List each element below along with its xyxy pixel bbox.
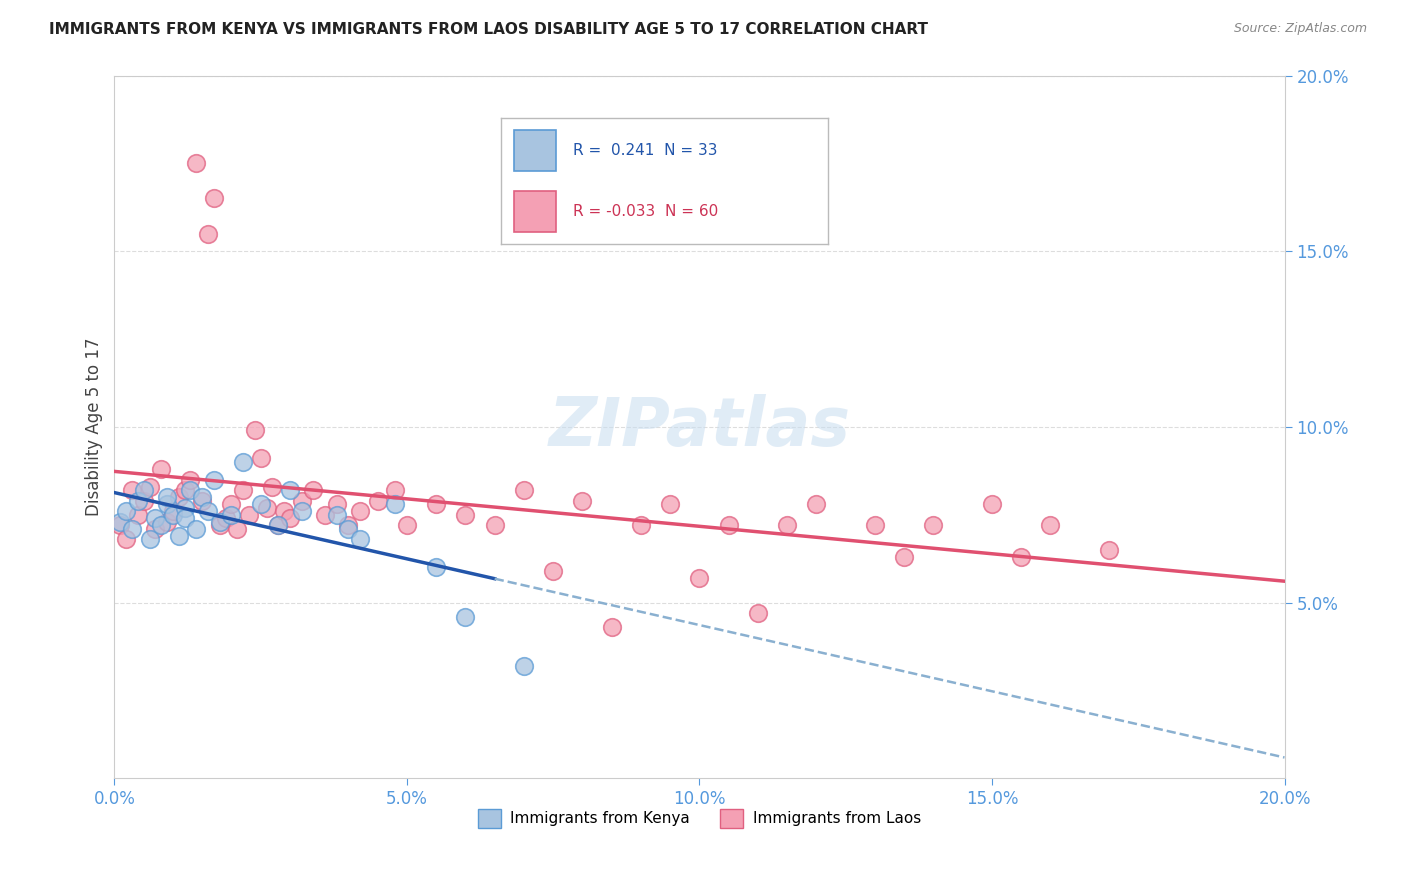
Point xyxy=(186,522,208,536)
Point xyxy=(221,497,243,511)
Point xyxy=(630,518,652,533)
Point xyxy=(337,522,360,536)
Point xyxy=(127,508,149,522)
Point xyxy=(156,515,179,529)
Point xyxy=(454,609,477,624)
Point xyxy=(384,497,406,511)
Point xyxy=(425,497,447,511)
Point xyxy=(191,493,214,508)
Point xyxy=(110,518,132,533)
Point xyxy=(600,620,623,634)
Point xyxy=(127,493,149,508)
Point xyxy=(115,504,138,518)
Point xyxy=(173,511,195,525)
Point xyxy=(121,522,143,536)
Point xyxy=(337,518,360,533)
Point xyxy=(208,515,231,529)
Point xyxy=(238,508,260,522)
Point xyxy=(349,533,371,547)
Point xyxy=(214,511,236,525)
Point xyxy=(138,480,160,494)
Point xyxy=(150,462,173,476)
Point xyxy=(145,511,167,525)
Point xyxy=(232,455,254,469)
Text: IMMIGRANTS FROM KENYA VS IMMIGRANTS FROM LAOS DISABILITY AGE 5 TO 17 CORRELATION: IMMIGRANTS FROM KENYA VS IMMIGRANTS FROM… xyxy=(49,22,928,37)
Point xyxy=(349,504,371,518)
Point xyxy=(513,658,536,673)
Point xyxy=(267,518,290,533)
Point xyxy=(384,483,406,497)
Point xyxy=(150,518,173,533)
Point xyxy=(267,518,290,533)
Point xyxy=(776,518,799,533)
Point xyxy=(571,493,593,508)
Text: Source: ZipAtlas.com: Source: ZipAtlas.com xyxy=(1233,22,1367,36)
Point xyxy=(893,549,915,564)
Point xyxy=(173,500,195,515)
Point xyxy=(132,483,155,497)
Point xyxy=(314,508,336,522)
Point xyxy=(291,493,314,508)
Point xyxy=(179,483,201,497)
Point xyxy=(167,490,190,504)
Point xyxy=(202,473,225,487)
Point xyxy=(454,508,477,522)
Point xyxy=(395,518,418,533)
Point xyxy=(121,483,143,497)
Point xyxy=(167,529,190,543)
Point xyxy=(367,493,389,508)
Point xyxy=(197,504,219,518)
Point xyxy=(145,522,167,536)
Point xyxy=(1039,518,1062,533)
Point xyxy=(688,571,710,585)
Point xyxy=(202,192,225,206)
Point xyxy=(249,497,271,511)
Point xyxy=(162,504,184,518)
Point xyxy=(191,490,214,504)
Point xyxy=(197,227,219,241)
Legend: Immigrants from Kenya, Immigrants from Laos: Immigrants from Kenya, Immigrants from L… xyxy=(472,803,927,834)
Point xyxy=(806,497,828,511)
Point xyxy=(863,518,886,533)
Point xyxy=(278,483,301,497)
Point xyxy=(659,497,682,511)
Point xyxy=(273,504,295,518)
Point xyxy=(132,493,155,508)
Point xyxy=(249,451,271,466)
Text: ZIPatlas: ZIPatlas xyxy=(548,394,851,460)
Point xyxy=(173,483,195,497)
Point xyxy=(291,504,314,518)
Point xyxy=(325,508,347,522)
Point xyxy=(226,522,249,536)
Point xyxy=(156,490,179,504)
Point xyxy=(717,518,740,533)
Point xyxy=(302,483,325,497)
Point xyxy=(110,515,132,529)
Point xyxy=(981,497,1004,511)
Y-axis label: Disability Age 5 to 17: Disability Age 5 to 17 xyxy=(86,337,103,516)
Point xyxy=(325,497,347,511)
Point xyxy=(179,473,201,487)
Point xyxy=(1010,549,1032,564)
Point xyxy=(922,518,945,533)
Point xyxy=(162,508,184,522)
Point xyxy=(138,533,160,547)
Point xyxy=(156,497,179,511)
Point xyxy=(513,483,536,497)
Point xyxy=(221,508,243,522)
Point xyxy=(278,511,301,525)
Point xyxy=(186,156,208,170)
Point xyxy=(484,518,506,533)
Point xyxy=(243,423,266,437)
Point xyxy=(541,564,564,578)
Point xyxy=(208,518,231,533)
Point xyxy=(1098,542,1121,557)
Point xyxy=(256,500,278,515)
Point xyxy=(425,560,447,574)
Point xyxy=(747,606,769,620)
Point xyxy=(262,480,284,494)
Point xyxy=(232,483,254,497)
Point xyxy=(115,533,138,547)
